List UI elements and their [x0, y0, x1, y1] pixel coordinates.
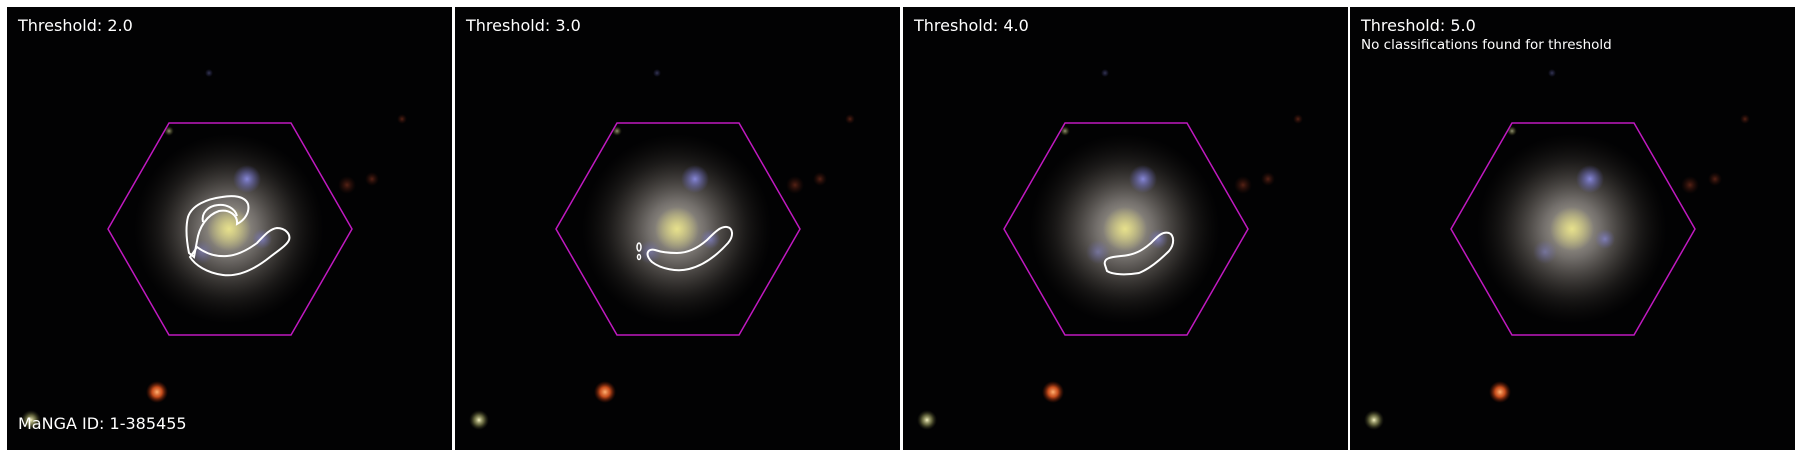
threshold-panel-2: Threshold: 2.0 MaNGA ID: 1-385455 [7, 7, 452, 450]
galaxy-overlay [1003, 122, 1249, 336]
threshold-label: Threshold: 3.0 [466, 16, 581, 35]
galaxy-overlay [555, 122, 801, 336]
manga-hexagon [555, 122, 801, 336]
classification-contour [636, 242, 642, 252]
manga-hexagon [1450, 122, 1696, 336]
classification-contour [201, 203, 238, 223]
manga-id-label: MaNGA ID: 1-385455 [18, 414, 187, 433]
galaxy-overlay [1450, 122, 1696, 336]
classification-contour [188, 226, 291, 277]
threshold-label: Threshold: 5.0 [1361, 16, 1476, 35]
threshold-label: Threshold: 4.0 [914, 16, 1029, 35]
threshold-panel-4: Threshold: 4.0 [903, 7, 1348, 450]
classification-contour [636, 253, 642, 261]
threshold-panel-5: Threshold: 5.0 No classifications found … [1350, 7, 1795, 450]
classification-contour [185, 195, 250, 259]
manga-hexagon [1003, 122, 1249, 336]
galaxy-overlay [107, 122, 353, 336]
manga-hexagon [107, 122, 353, 336]
classification-contour [1103, 231, 1175, 276]
no-classifications-note: No classifications found for threshold [1361, 37, 1612, 53]
classification-contour [646, 225, 733, 272]
threshold-panel-3: Threshold: 3.0 [455, 7, 900, 450]
threshold-label: Threshold: 2.0 [18, 16, 133, 35]
